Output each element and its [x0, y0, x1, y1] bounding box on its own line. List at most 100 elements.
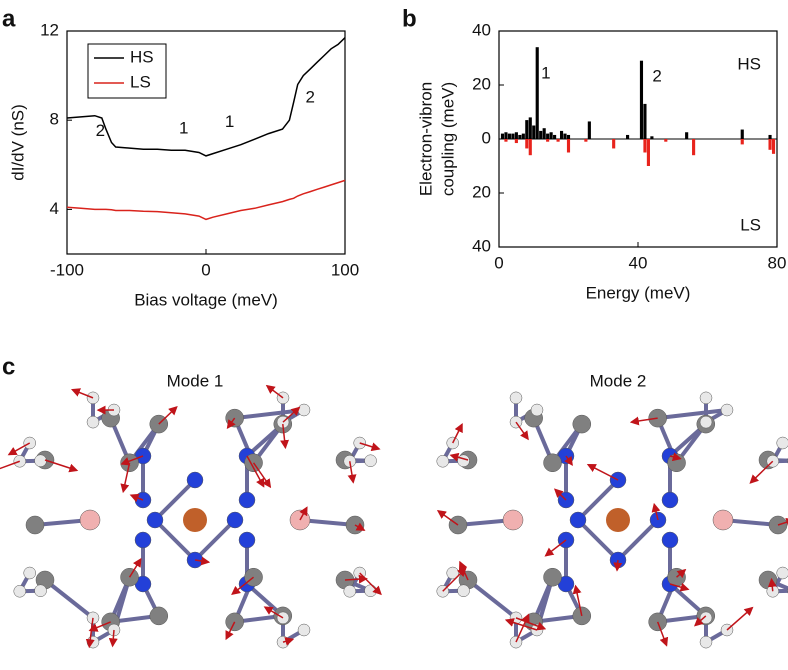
atom [24, 567, 36, 579]
atom [183, 508, 207, 532]
atom [147, 512, 163, 528]
bar [741, 139, 744, 144]
bar [515, 139, 518, 143]
atom [458, 585, 470, 597]
bar [612, 139, 615, 148]
bar [741, 130, 744, 139]
atom [544, 568, 562, 586]
atom [700, 392, 712, 404]
bar [508, 134, 511, 139]
mode-title: Mode 1 [167, 371, 224, 390]
displacement-arrow [267, 386, 283, 398]
atom [700, 416, 712, 428]
annotation: 2 [652, 66, 661, 85]
bar [532, 126, 535, 140]
displacement-arrow [617, 560, 618, 570]
data-line [67, 180, 345, 219]
bar [529, 139, 532, 155]
atom [365, 455, 377, 467]
atom [777, 437, 788, 449]
atom [298, 404, 310, 416]
y-tick-label: 40 [472, 236, 491, 255]
atom [298, 624, 310, 636]
annotation: 1 [179, 119, 188, 138]
bar [543, 128, 546, 139]
atom [227, 512, 243, 528]
bar [647, 139, 650, 166]
atom [510, 392, 522, 404]
displacement-arrow [727, 608, 752, 630]
atom [700, 612, 712, 624]
atom [721, 404, 733, 416]
series-label: LS [740, 215, 761, 234]
bar [650, 136, 653, 139]
y-axis-label: coupling (meV) [438, 82, 457, 196]
atom [606, 508, 630, 532]
x-tick-label: -100 [50, 260, 84, 279]
bar [525, 139, 528, 148]
atom [503, 510, 523, 530]
y-tick-label: 4 [50, 199, 59, 218]
y-axis-label: dI/dV (nS) [8, 104, 27, 181]
atom [777, 567, 788, 579]
x-tick-label: 0 [201, 260, 210, 279]
atom [573, 415, 591, 433]
atom [24, 437, 36, 449]
displacement-arrow [0, 461, 20, 473]
atom [239, 532, 255, 548]
bar [529, 117, 532, 139]
atom [365, 585, 377, 597]
bar [768, 135, 771, 139]
bar [588, 121, 591, 139]
displacement-arrow [588, 465, 618, 480]
x-axis-label: Bias voltage (meV) [134, 290, 278, 309]
bar [536, 47, 539, 139]
atom [80, 510, 100, 530]
bar [515, 132, 518, 139]
atom [570, 512, 586, 528]
bar [584, 139, 587, 142]
x-tick-label: 80 [768, 253, 787, 272]
atom [187, 472, 203, 488]
panel-label: b [402, 5, 417, 32]
bar [768, 139, 771, 150]
bar [567, 139, 570, 153]
atom [344, 585, 356, 597]
y-tick-label: 8 [50, 110, 59, 129]
bar [692, 139, 695, 155]
y-tick-label: 40 [472, 20, 491, 39]
atom [150, 607, 168, 625]
bar [643, 139, 646, 153]
bar [664, 139, 667, 142]
annotation: 1 [225, 112, 234, 131]
bar [557, 139, 560, 142]
y-tick-label: 20 [472, 74, 491, 93]
atom [662, 532, 678, 548]
x-tick-label: 100 [331, 260, 359, 279]
panel-label: c [2, 353, 15, 380]
y-tick-label: 20 [472, 182, 491, 201]
atom [14, 585, 26, 597]
bar [567, 135, 570, 139]
atom [35, 585, 47, 597]
bar [518, 135, 521, 139]
legend-label: HS [130, 47, 154, 66]
y-axis-label: Electron-vibron [416, 82, 435, 196]
bar [522, 134, 525, 139]
series-label: HS [737, 54, 761, 73]
bar [546, 139, 549, 142]
annotation: 2 [96, 121, 105, 140]
x-tick-label: 0 [494, 253, 503, 272]
mode-title: Mode 2 [590, 371, 647, 390]
bar [504, 139, 507, 142]
bar [643, 104, 646, 139]
bar [546, 134, 549, 139]
atom [26, 516, 44, 534]
atom [713, 510, 733, 530]
bar [553, 135, 556, 139]
displacement-arrow [516, 422, 528, 439]
atom [458, 455, 470, 467]
atom [239, 492, 255, 508]
atom [87, 416, 99, 428]
